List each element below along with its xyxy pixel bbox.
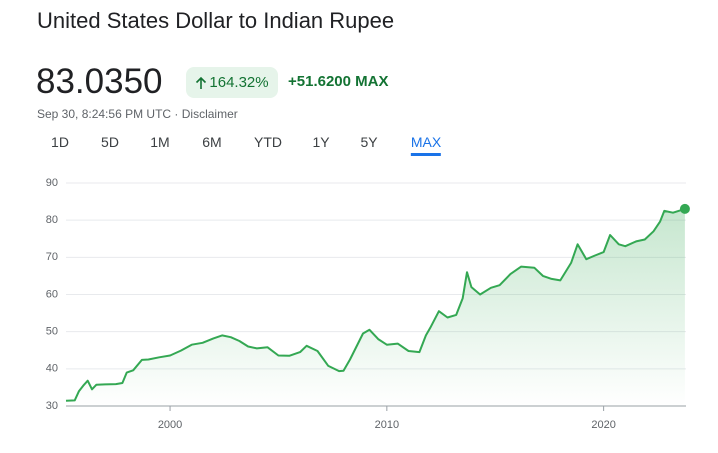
percent-change: 164.32% <box>209 74 269 91</box>
range-tab[interactable]: 6M <box>202 134 222 150</box>
x-tick-label: 2020 <box>591 419 615 431</box>
y-tick-label: 70 <box>46 251 58 263</box>
range-tab[interactable]: 1D <box>51 134 69 150</box>
y-tick-label: 30 <box>46 400 58 412</box>
up-arrow <box>196 76 207 89</box>
line <box>65 207 686 402</box>
y-tick-label: 60 <box>46 288 58 300</box>
y-tick-label: 50 <box>46 326 58 338</box>
title: United States Dollar to Indian Rupee <box>37 8 395 33</box>
price: 83.0350 <box>36 62 163 101</box>
range-tab[interactable]: MAX <box>410 134 442 156</box>
range-tab[interactable]: 1M <box>150 134 170 150</box>
change: +51.6200 MAX <box>288 73 389 90</box>
y-tick-label: 80 <box>46 214 58 226</box>
y-tick-label: 90 <box>46 177 58 189</box>
y-tick-label: 40 <box>46 363 58 375</box>
percent-badge: 164.32% <box>186 67 278 98</box>
range-tab[interactable]: 1Y <box>312 134 330 150</box>
chart: 30 40 50 60 70 80 90 2000 2010 2020 <box>46 177 690 431</box>
range-tab[interactable]: 5D <box>101 134 119 150</box>
timestamp: Sep 30, 8:24:56 PM UTC · Disclaimer <box>37 107 238 121</box>
x-tick-label: 2000 <box>158 419 182 431</box>
range-tab[interactable]: YTD <box>254 134 282 150</box>
x-tick-label: 2010 <box>375 419 399 431</box>
range-tab[interactable]: 5Y <box>360 134 378 150</box>
last-point <box>679 203 690 214</box>
area <box>66 208 685 406</box>
